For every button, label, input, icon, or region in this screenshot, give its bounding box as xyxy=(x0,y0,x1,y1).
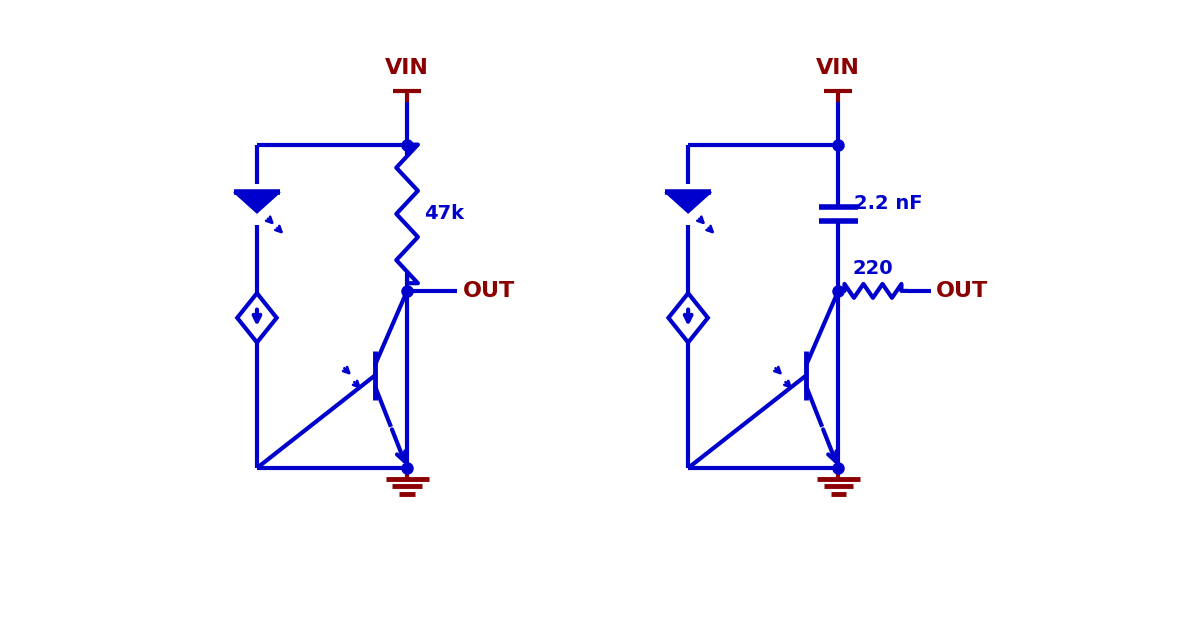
Text: 2.2 nF: 2.2 nF xyxy=(853,194,922,214)
Text: 47k: 47k xyxy=(424,204,464,224)
Text: 220: 220 xyxy=(853,259,893,278)
Polygon shape xyxy=(234,192,280,213)
Text: VIN: VIN xyxy=(816,58,860,78)
Text: OUT: OUT xyxy=(462,281,515,301)
Text: VIN: VIN xyxy=(385,58,430,78)
Text: OUT: OUT xyxy=(936,281,989,301)
Polygon shape xyxy=(665,192,712,213)
